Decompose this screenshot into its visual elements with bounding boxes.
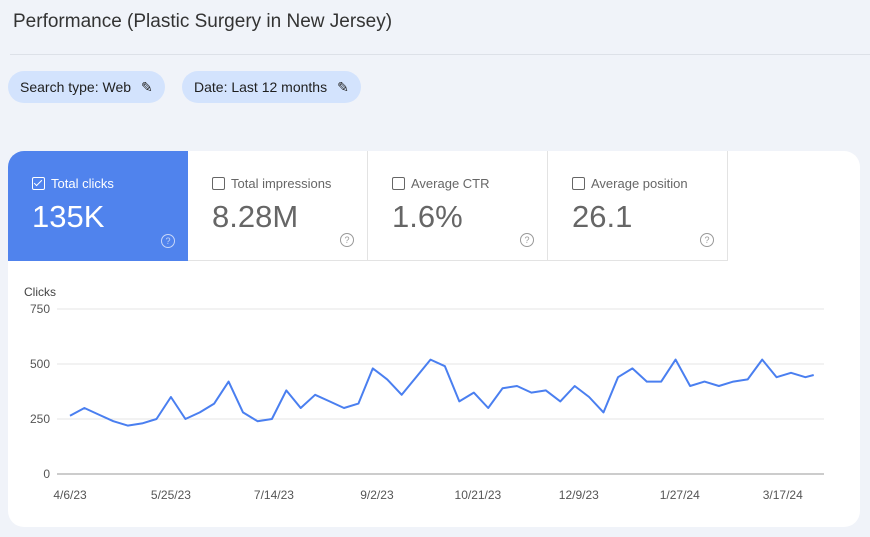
pencil-icon: ✎ (337, 78, 349, 95)
y-tick-label: 250 (30, 412, 50, 426)
filter-label: Date: Last 12 months (194, 79, 328, 95)
help-icon[interactable]: ? (340, 233, 354, 247)
clicks-series-line (69, 358, 814, 427)
x-tick-label: 10/21/23 (455, 488, 502, 502)
y-tick-label: 0 (43, 467, 50, 481)
x-tick-label: 5/25/23 (151, 488, 191, 502)
checkbox-icon[interactable] (392, 177, 405, 190)
x-tick-label: 3/17/24 (763, 488, 803, 502)
metric-value: 135K (32, 199, 105, 234)
y-axis-label: Clicks (24, 285, 56, 299)
metric-value: 1.6% (392, 199, 463, 234)
metric-label: Total impressions (231, 176, 332, 191)
y-tick-label: 750 (30, 302, 50, 316)
clicks-chart[interactable]: Clicks 0 250 500 750 4/6/23 5/25/23 7/14/23 9/2/… (8, 151, 860, 527)
x-tick-label: 1/27/24 (660, 488, 700, 502)
checkbox-checked-icon[interactable] (32, 177, 45, 190)
metric-total-impressions[interactable]: Total impressions 8.28M ? (188, 151, 368, 261)
x-tick-label: 4/6/23 (53, 488, 87, 502)
help-icon[interactable]: ? (700, 233, 714, 247)
checkbox-icon[interactable] (212, 177, 225, 190)
filter-label: Search type: Web (20, 79, 132, 95)
divider (10, 54, 870, 55)
help-icon[interactable]: ? (161, 234, 175, 248)
metric-label: Total clicks (51, 176, 114, 191)
pencil-icon: ✎ (141, 78, 153, 95)
date-filter[interactable]: Date: Last 12 months ✎ (182, 71, 361, 103)
help-icon[interactable]: ? (520, 233, 534, 247)
metric-value: 8.28M (212, 199, 299, 234)
checkbox-icon[interactable] (572, 177, 585, 190)
y-tick-label: 500 (30, 357, 50, 371)
page-title: Performance (Plastic Surgery in New Jers… (13, 11, 393, 32)
x-tick-label: 9/2/23 (360, 488, 394, 502)
metric-average-position[interactable]: Average position 26.1 ? (548, 151, 728, 261)
metric-total-clicks[interactable]: Total clicks 135K ? (8, 151, 188, 261)
metric-average-ctr[interactable]: Average CTR 1.6% ? (368, 151, 548, 261)
x-tick-label: 12/9/23 (559, 488, 599, 502)
metric-label: Average CTR (411, 176, 490, 191)
x-tick-label: 7/14/23 (254, 488, 294, 502)
search-type-filter[interactable]: Search type: Web ✎ (8, 71, 165, 103)
performance-card: Total clicks 135K ? Total impressions 8.… (8, 151, 860, 527)
metric-value: 26.1 (572, 199, 633, 234)
metric-label: Average position (591, 176, 688, 191)
